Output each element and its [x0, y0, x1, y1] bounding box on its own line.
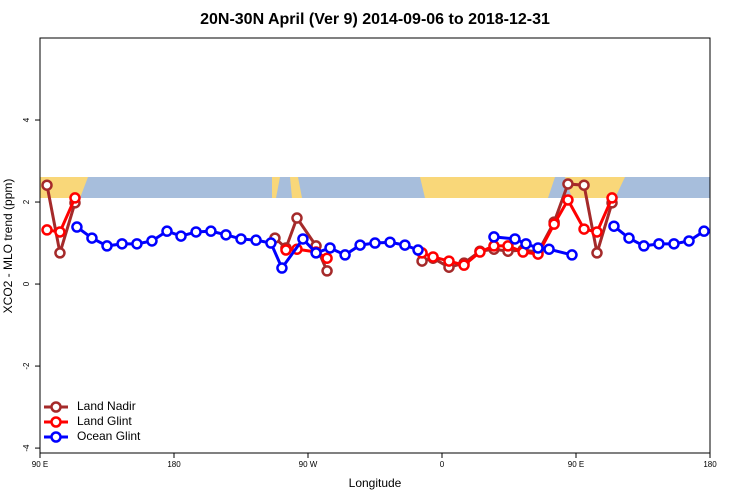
map-strip [40, 177, 710, 198]
point [190, 226, 202, 238]
point [509, 233, 521, 245]
y-tick-label: 2 [22, 199, 31, 204]
point [562, 194, 574, 206]
point [591, 226, 603, 238]
point [146, 235, 158, 247]
legend-marker [50, 416, 62, 428]
x-tick-label: 180 [703, 460, 717, 469]
legend-label: Land Nadir [77, 399, 136, 413]
point [310, 247, 322, 259]
legend-label: Ocean Glint [77, 429, 141, 443]
legend-label: Land Glint [77, 414, 132, 428]
point [265, 237, 277, 249]
point [488, 231, 500, 243]
point [606, 192, 618, 204]
point [101, 240, 113, 252]
point [698, 225, 710, 237]
point [683, 235, 695, 247]
point [205, 225, 217, 237]
point [520, 238, 532, 250]
point [443, 255, 455, 267]
point [591, 247, 603, 259]
point [488, 240, 500, 252]
point [532, 242, 544, 254]
point [458, 259, 470, 271]
point [131, 238, 143, 250]
point [291, 212, 303, 224]
point [321, 265, 333, 277]
point [235, 233, 247, 245]
point [250, 234, 262, 246]
point [412, 244, 424, 256]
point [41, 224, 53, 236]
point [220, 229, 232, 241]
point [276, 262, 288, 274]
x-axis-label: Longitude [349, 476, 402, 490]
point [502, 240, 514, 252]
point [280, 244, 292, 256]
point [354, 239, 366, 251]
x-tick-label: 180 [167, 460, 181, 469]
point [562, 178, 574, 190]
chart-title: 20N-30N April (Ver 9) 2014-09-06 to 2018… [200, 11, 550, 28]
point [427, 251, 439, 263]
legend-marker [50, 401, 62, 413]
point [321, 252, 333, 264]
x-tick-label: 0 [440, 460, 445, 469]
y-tick-label: -4 [22, 444, 31, 452]
point [339, 249, 351, 261]
point [54, 247, 66, 259]
point [543, 243, 555, 255]
y-tick-label: 0 [22, 281, 31, 286]
point [653, 238, 665, 250]
point [608, 220, 620, 232]
y-axis-label: XCO2 - MLO trend (ppm) [1, 179, 15, 314]
point [384, 236, 396, 248]
point [175, 230, 187, 242]
y-tick-label: -2 [22, 362, 31, 370]
point [369, 237, 381, 249]
legend-marker [50, 431, 62, 443]
x-tick-label: 90 E [568, 460, 584, 469]
point [578, 179, 590, 191]
x-tick-label: 90 E [32, 460, 48, 469]
point [324, 242, 336, 254]
point [623, 232, 635, 244]
point [41, 179, 53, 191]
point [297, 233, 309, 245]
y-tick-label: 4 [22, 117, 31, 122]
point [71, 221, 83, 233]
point [578, 223, 590, 235]
plot-frame [39, 37, 711, 454]
point [474, 246, 486, 258]
x-tick-label: 90 W [299, 460, 318, 469]
point [668, 238, 680, 250]
point [54, 226, 66, 238]
point [638, 240, 650, 252]
point [116, 238, 128, 250]
point [566, 249, 578, 261]
point [161, 225, 173, 237]
point [548, 218, 560, 230]
point [86, 232, 98, 244]
point [69, 192, 81, 204]
point [399, 239, 411, 251]
